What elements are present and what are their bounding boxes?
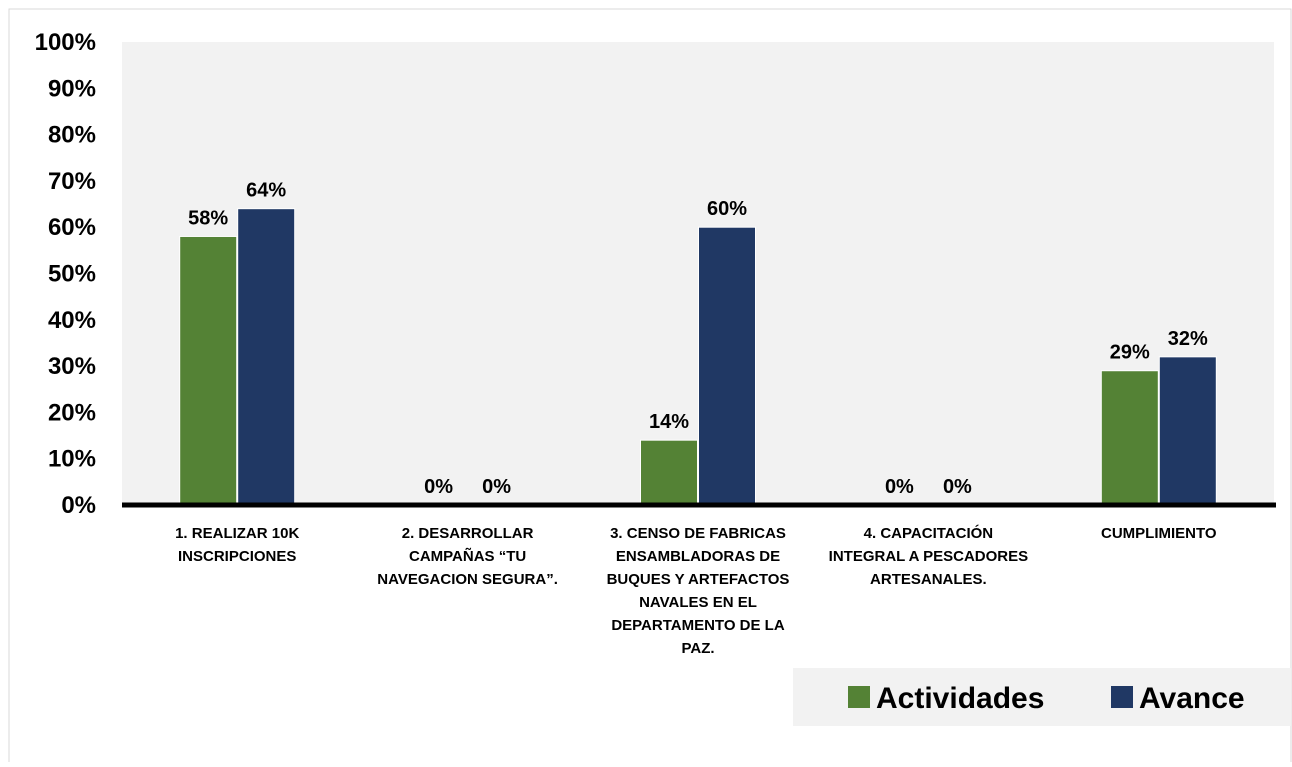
x-category-label: CUMPLIMIENTO [1101, 525, 1217, 542]
x-category-label-line: PAZ. [681, 640, 714, 657]
x-category-label-line: 4. CAPACITACIÓN [864, 524, 993, 542]
data-label: 0% [943, 476, 972, 498]
y-axis-ticks: 0% 10% 20% 30% 40% 50% 60% 70% 80% 90% 100% [35, 29, 96, 519]
x-category-label: 1. REALIZAR 10K INSCRIPCIONES [175, 525, 299, 565]
bar-actividades [179, 235, 238, 506]
y-tick-label: 80% [48, 122, 96, 149]
x-category-label-line: ARTESANALES. [870, 571, 987, 588]
legend-label-avance: Avance [1139, 682, 1245, 715]
data-label: 14% [649, 411, 689, 433]
x-category-label: 3. CENSO DE FABRICAS ENSAMBLADORAS DE BUQU… [607, 525, 790, 657]
x-category-label-line: 2. DESARROLLAR [402, 525, 534, 542]
x-category-label-line: INSCRIPCIONES [178, 548, 296, 565]
y-tick-label: 50% [48, 261, 96, 288]
x-axis-labels: 1. REALIZAR 10K INSCRIPCIONES 2. DESARROLL… [175, 524, 1217, 657]
y-tick-label: 30% [48, 353, 96, 380]
x-category-label-line: INTEGRAL A PESCADORES [829, 548, 1028, 565]
bar-avance [1158, 356, 1217, 506]
x-category-label-line: DEPARTAMENTO DE LA [611, 617, 785, 634]
bar-actividades [1100, 370, 1159, 506]
y-tick-label: 60% [48, 214, 96, 241]
data-label: 32% [1168, 328, 1208, 350]
y-tick-label: 100% [35, 29, 96, 56]
x-category-label-line: CAMPAÑAS “TU [409, 547, 526, 565]
legend-label-actividades: Actividades [876, 682, 1044, 715]
legend-box [793, 668, 1291, 726]
data-label: 64% [246, 180, 286, 202]
data-label: 60% [707, 198, 747, 220]
x-category-label-line: NAVEGACION SEGURA”. [377, 571, 558, 588]
data-label: 29% [1110, 342, 1150, 364]
legend: Actividades Avance [848, 682, 1245, 715]
data-label: 0% [424, 476, 453, 498]
y-tick-label: 0% [61, 492, 96, 519]
bar-avance [698, 226, 756, 506]
y-tick-label: 70% [48, 168, 96, 195]
data-labels: 58% 0% 14% 0% 29% 64% 0% 60% 0% 32% [188, 180, 1208, 498]
data-label: 0% [885, 476, 914, 498]
data-label: 0% [482, 476, 511, 498]
y-tick-label: 10% [48, 446, 96, 473]
y-tick-label: 40% [48, 307, 96, 334]
data-label: 58% [188, 207, 228, 229]
x-category-label: 4. CAPACITACIÓN INTEGRAL A PESCADORES ARTE… [829, 524, 1028, 588]
x-category-label-line: CUMPLIMIENTO [1101, 525, 1217, 542]
y-tick-label: 90% [48, 75, 96, 102]
y-tick-label: 20% [48, 399, 96, 426]
x-category-label-line: ENSAMBLADORAS DE [616, 548, 780, 565]
bar-actividades [640, 439, 698, 506]
x-category-label: 2. DESARROLLAR CAMPAÑAS “TU NAVEGACION SEG… [377, 525, 558, 588]
bar-series [179, 208, 1217, 506]
x-category-label-line: 3. CENSO DE FABRICAS [610, 525, 786, 542]
legend-swatch-actividades [848, 686, 870, 708]
x-category-label-line: NAVALES EN EL [639, 594, 757, 611]
bar-avance [237, 208, 296, 506]
x-category-label-line: BUQUES Y ARTEFACTOS [607, 571, 790, 588]
legend-swatch-avance [1111, 686, 1133, 708]
x-category-label-line: 1. REALIZAR 10K [175, 525, 299, 542]
